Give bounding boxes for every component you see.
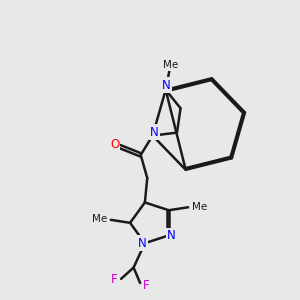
Text: N: N [150, 125, 158, 139]
Text: N: N [162, 79, 171, 92]
Text: N: N [167, 229, 176, 242]
Text: Me: Me [192, 202, 207, 212]
Text: Me: Me [163, 60, 178, 70]
Text: Me: Me [92, 214, 107, 224]
Text: O: O [110, 138, 119, 151]
Text: F: F [111, 273, 118, 286]
Text: F: F [143, 279, 150, 292]
Text: N: N [138, 237, 147, 250]
